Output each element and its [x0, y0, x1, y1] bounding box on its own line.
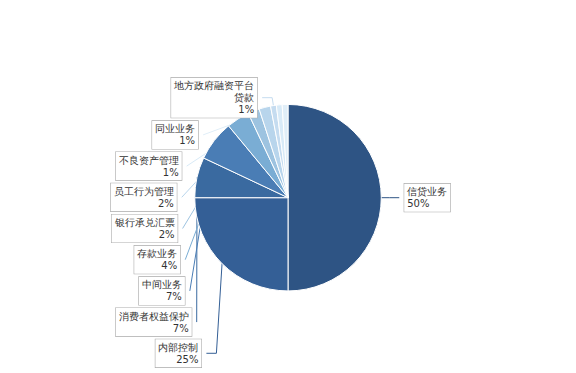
svg-text:7%: 7% — [166, 291, 182, 302]
svg-text:信贷业务: 信贷业务 — [407, 186, 447, 197]
svg-text:50%: 50% — [407, 198, 429, 209]
svg-text:消费者权益保护: 消费者权益保护 — [119, 311, 189, 322]
svg-text:员工行为管理: 员工行为管理 — [114, 186, 174, 197]
svg-text:4%: 4% — [161, 260, 177, 271]
svg-text:不良资产管理: 不良资产管理 — [119, 155, 179, 166]
svg-text:地方政府融资平台: 地方政府融资平台 — [173, 80, 254, 91]
svg-text:同业业务: 同业业务 — [155, 123, 195, 134]
svg-text:25%: 25% — [176, 354, 198, 365]
svg-text:存款业务: 存款业务 — [137, 248, 177, 259]
svg-text:1%: 1% — [179, 135, 195, 146]
svg-text:内部控制: 内部控制 — [158, 342, 198, 353]
svg-text:中间业务: 中间业务 — [142, 279, 182, 290]
svg-text:1%: 1% — [238, 104, 254, 115]
svg-text:7%: 7% — [173, 323, 189, 334]
svg-text:银行承兑汇票: 银行承兑汇票 — [114, 217, 175, 228]
svg-text:2%: 2% — [159, 229, 175, 240]
svg-text:1%: 1% — [163, 167, 179, 178]
svg-text:贷款: 贷款 — [234, 92, 254, 103]
svg-text:2%: 2% — [158, 198, 174, 209]
